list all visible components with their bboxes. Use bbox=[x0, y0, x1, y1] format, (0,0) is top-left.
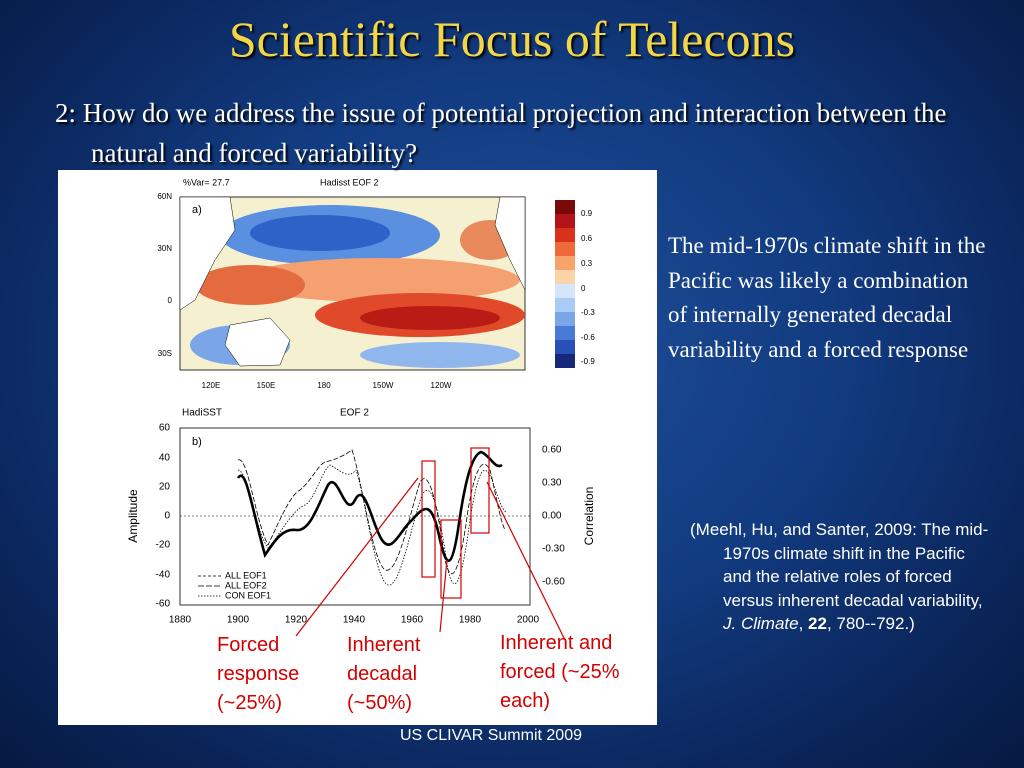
timeseries-plot bbox=[179, 427, 531, 606]
lon-label: 120E bbox=[202, 381, 221, 390]
y-tick-label: -20 bbox=[156, 540, 171, 551]
y-tick-label: -40 bbox=[156, 570, 171, 581]
lat-label: 60N bbox=[157, 192, 172, 201]
series-line bbox=[237, 464, 507, 586]
colorbar-swatch bbox=[555, 298, 575, 312]
volume: 22 bbox=[808, 614, 827, 633]
y2-tick-label: -0.60 bbox=[542, 577, 565, 588]
x-tick-label: 1880 bbox=[169, 615, 192, 626]
highlight-boxes bbox=[295, 447, 566, 641]
x-tick-label: 1940 bbox=[343, 615, 366, 626]
lat-label: 30N bbox=[157, 244, 172, 253]
annotation: Inherent and forced (~25% each) bbox=[500, 632, 620, 712]
colorbar-swatch bbox=[555, 214, 575, 228]
citation-text: (Meehl, Hu, and Santer, 2009: The mid-19… bbox=[690, 520, 989, 610]
lon-label: 150E bbox=[257, 381, 276, 390]
lat-label: 0 bbox=[168, 296, 173, 305]
map-title: Hadisst EOF 2 bbox=[320, 177, 379, 187]
citation-text: , bbox=[798, 614, 809, 633]
slide-title: Scientific Focus of Telecons bbox=[228, 11, 796, 67]
journal: J. Climate bbox=[723, 614, 799, 633]
colorbar-swatch bbox=[555, 200, 575, 214]
footer: US CLIVAR Summit 2009 bbox=[400, 727, 582, 744]
x-tick-label: 1920 bbox=[285, 615, 308, 626]
y2-tick-label: 0.30 bbox=[542, 478, 562, 489]
colorbar-swatch bbox=[555, 270, 575, 284]
figure-labels: %Var= 27.7 Hadisst EOF 2 a) 60N 30N 0 30S 120E 1… bbox=[126, 177, 596, 625]
colorbar-label: 0.6 bbox=[581, 234, 593, 243]
y2-tick-label: -0.30 bbox=[542, 544, 565, 555]
annotation: Inherent decadal (~50%) bbox=[347, 634, 421, 714]
series-line bbox=[237, 449, 506, 574]
x-tick-label: 1980 bbox=[459, 615, 482, 626]
colorbar-label: 0.3 bbox=[581, 259, 593, 268]
citation: (Meehl, Hu, and Santer, 2009: The mid-19… bbox=[690, 518, 990, 636]
colorbar-label: 0 bbox=[581, 284, 586, 293]
citation-text: , 780--792.) bbox=[826, 614, 915, 633]
y2-tick-label: 0.60 bbox=[542, 445, 562, 456]
y2-axis-label: Correlation bbox=[582, 487, 596, 546]
colorbar-swatch bbox=[555, 242, 575, 256]
legend-label: ALL EOF1 bbox=[225, 570, 267, 580]
colorbar-swatch bbox=[555, 354, 575, 368]
slide-subtitle: 2: How do we address the issue of potent… bbox=[55, 98, 947, 168]
map bbox=[179, 196, 526, 371]
panel-label: b) bbox=[192, 436, 202, 448]
x-tick-label: 1900 bbox=[227, 615, 250, 626]
x-tick-label: 1960 bbox=[401, 615, 424, 626]
colorbar-swatch bbox=[555, 326, 575, 340]
lat-label: 30S bbox=[158, 349, 172, 358]
colorbar-swatch bbox=[555, 256, 575, 270]
colorbar-swatch bbox=[555, 284, 575, 298]
colorbar-swatch bbox=[555, 340, 575, 354]
lon-label: 180 bbox=[317, 381, 331, 390]
x-tick-label: 2000 bbox=[517, 615, 540, 626]
colorbar-swatch bbox=[555, 312, 575, 326]
lon-label: 150W bbox=[373, 381, 394, 390]
map-var-label: %Var= 27.7 bbox=[183, 177, 230, 187]
colorbar-label: 0.9 bbox=[581, 209, 593, 218]
y-tick-label: 40 bbox=[159, 453, 171, 464]
y2-tick-label: 0.00 bbox=[542, 511, 562, 522]
colorbar-label: -0.6 bbox=[581, 333, 595, 342]
y-tick-label: -60 bbox=[156, 599, 171, 610]
y-axis-label: Amplitude bbox=[126, 489, 140, 543]
panel-label: a) bbox=[192, 204, 202, 216]
colorbar-swatch bbox=[555, 228, 575, 242]
colorbar-label: -0.9 bbox=[581, 357, 595, 366]
legend-label: CON EOF1 bbox=[225, 590, 271, 600]
colorbar-label: -0.3 bbox=[581, 308, 595, 317]
summary-text: The mid-1970s climate shift in the Pacif… bbox=[668, 233, 986, 362]
colorbar bbox=[555, 200, 575, 368]
series-line bbox=[236, 450, 503, 562]
y-tick-label: 60 bbox=[159, 423, 171, 434]
plot-title: EOF 2 bbox=[340, 408, 369, 419]
annotation: Forced response (~25%) bbox=[217, 634, 300, 714]
legend-label: ALL EOF2 bbox=[225, 580, 267, 590]
y-tick-label: 0 bbox=[164, 511, 170, 522]
y-tick-label: 20 bbox=[159, 482, 171, 493]
plot-left-title: HadiSST bbox=[182, 408, 222, 419]
lon-label: 120W bbox=[431, 381, 452, 390]
